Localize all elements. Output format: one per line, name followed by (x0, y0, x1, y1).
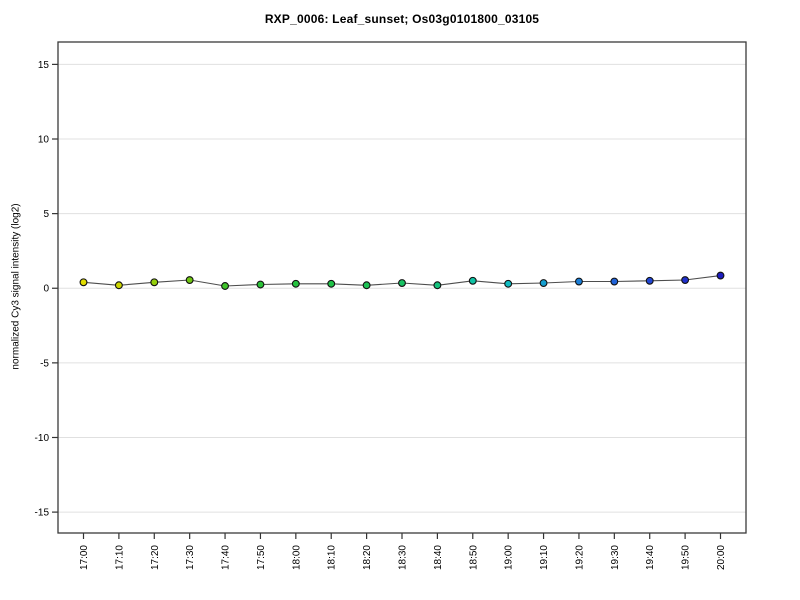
x-tick-label: 17:00 (79, 545, 90, 570)
data-point (221, 282, 230, 290)
x-tick-label: 18:40 (433, 545, 444, 570)
data-point (539, 279, 548, 287)
x-tick-label: 18:30 (398, 545, 409, 570)
chart-title: RXP_0006: Leaf_sunset; Os03g0101800_0310… (264, 12, 540, 26)
x-tick-label: 20:00 (716, 545, 727, 570)
data-point (681, 276, 690, 284)
y-tick-label: -10 (35, 433, 50, 444)
x-tick-label: 17:10 (114, 545, 125, 570)
x-tick-label: 17:50 (256, 545, 267, 570)
x-tick-label: 17:20 (150, 545, 161, 570)
y-tick-label: -15 (35, 508, 50, 519)
x-tick-label: 19:20 (574, 545, 585, 570)
data-point (291, 279, 300, 288)
x-tick-label: 19:00 (504, 545, 515, 570)
data-point (504, 279, 513, 288)
data-point (362, 281, 371, 290)
x-tick-label: 17:30 (185, 545, 196, 570)
x-tick-label: 19:50 (681, 545, 692, 570)
data-point (327, 279, 336, 288)
y-tick-label: 5 (43, 209, 49, 220)
x-tick-label: 18:10 (327, 545, 338, 570)
data-point (150, 278, 159, 287)
data-point (610, 277, 619, 286)
x-tick-label: 19:10 (539, 545, 550, 570)
x-tick-label: 17:40 (221, 545, 232, 570)
y-tick-label: 0 (43, 284, 49, 295)
data-point (185, 276, 194, 284)
x-tick-label: 18:00 (291, 545, 302, 570)
y-tick-label: 15 (38, 60, 50, 71)
data-point (574, 277, 583, 286)
data-point (79, 278, 88, 287)
x-tick-label: 19:30 (610, 545, 621, 570)
plot-frame (57, 41, 747, 534)
x-tick-label: 19:40 (645, 545, 656, 570)
data-point (716, 271, 725, 280)
data-point (256, 280, 265, 289)
y-tick-label: -5 (40, 358, 49, 369)
data-point (645, 276, 654, 285)
x-tick-label: 18:20 (362, 545, 373, 570)
data-point (114, 281, 123, 290)
data-point (468, 276, 477, 285)
y-axis-title: normalized Cy3 signal intensity (log2) (10, 203, 22, 370)
x-tick-label: 18:50 (468, 545, 479, 570)
y-tick-label: 10 (38, 135, 50, 146)
data-point (433, 281, 442, 290)
data-point (398, 279, 406, 287)
